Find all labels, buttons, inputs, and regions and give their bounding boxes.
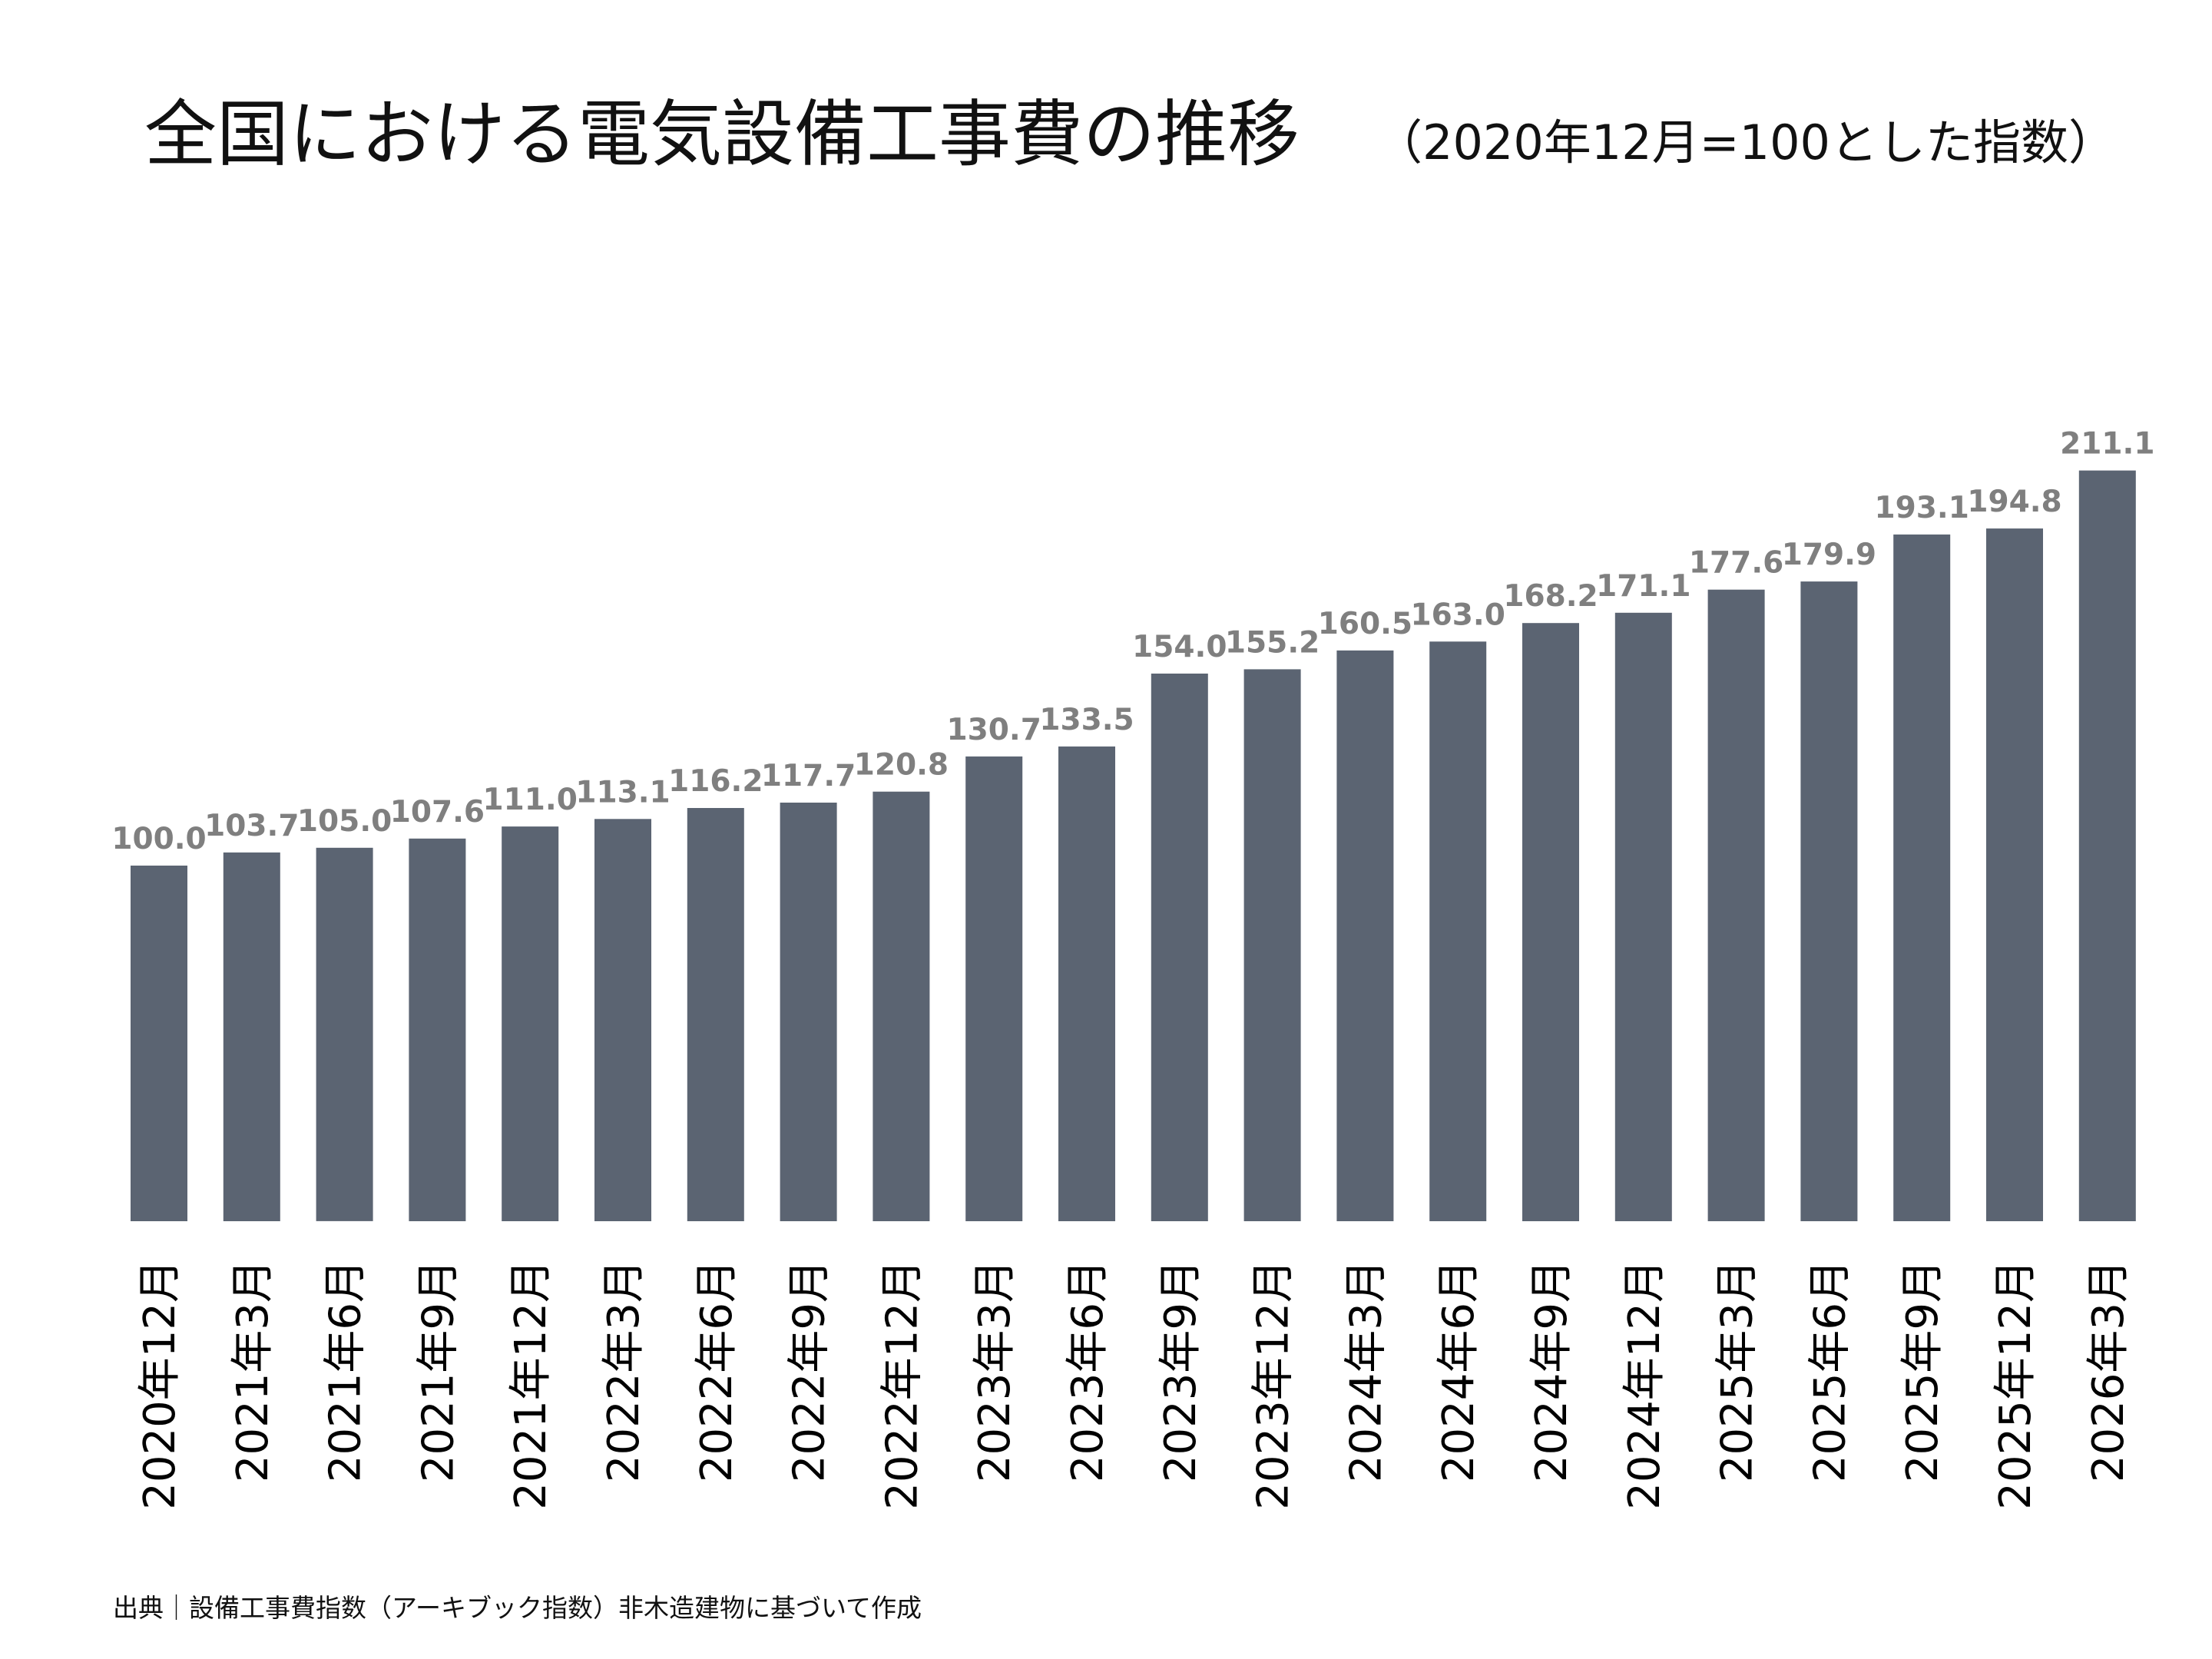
bar-14 xyxy=(1429,641,1487,1221)
category-label-9: 2023年3月 xyxy=(970,1260,1020,1482)
value-label-18: 179.9 xyxy=(1782,538,1876,572)
value-label-8: 120.8 xyxy=(854,748,949,783)
bar-0 xyxy=(131,866,187,1221)
value-label-3: 107.6 xyxy=(390,795,485,830)
value-label-9: 130.7 xyxy=(947,713,1041,747)
category-label-2: 2021年6月 xyxy=(321,1260,371,1482)
value-label-11: 154.0 xyxy=(1132,630,1227,664)
value-label-21: 211.1 xyxy=(2060,427,2154,462)
category-label-1: 2021年3月 xyxy=(228,1260,278,1482)
category-label-21: 2026年3月 xyxy=(2084,1260,2134,1482)
bar-21 xyxy=(2078,470,2136,1221)
bars-group xyxy=(131,470,2136,1221)
bar-8 xyxy=(873,791,930,1221)
value-label-17: 177.6 xyxy=(1689,546,1783,581)
bar-2 xyxy=(316,847,373,1221)
value-label-14: 163.0 xyxy=(1411,598,1505,632)
category-label-13: 2024年3月 xyxy=(1341,1260,1391,1482)
value-label-2: 105.0 xyxy=(297,804,392,839)
value-labels-group: 100.0103.7105.0107.6111.0113.1116.2117.7… xyxy=(111,427,2154,856)
category-label-16: 2024年12月 xyxy=(1620,1260,1670,1510)
category-label-17: 2025年3月 xyxy=(1713,1260,1763,1482)
bar-1 xyxy=(223,852,280,1221)
value-label-10: 133.5 xyxy=(1039,703,1134,737)
value-label-7: 117.7 xyxy=(761,759,856,793)
bar-11 xyxy=(1151,674,1208,1221)
value-label-12: 155.2 xyxy=(1225,625,1320,660)
value-label-19: 193.1 xyxy=(1875,491,1969,525)
value-label-4: 111.0 xyxy=(483,783,578,817)
chart-title: 全国における電気設備工事費の推移 xyxy=(144,93,1300,177)
bar-7 xyxy=(780,803,837,1221)
bar-19 xyxy=(1893,534,1951,1221)
value-label-20: 194.8 xyxy=(1967,485,2061,519)
value-label-15: 168.2 xyxy=(1503,579,1598,614)
bar-20 xyxy=(1986,528,2043,1221)
category-labels-group: 2020年12月 2021年3月 2021年6月 2021年9月 2021年12月 202… xyxy=(135,1260,2134,1510)
value-label-1: 103.7 xyxy=(204,809,299,843)
category-label-5: 2022年3月 xyxy=(599,1260,649,1482)
bar-9 xyxy=(965,756,1023,1221)
category-label-3: 2021年9月 xyxy=(413,1260,463,1482)
category-label-18: 2025年6月 xyxy=(1805,1260,1855,1482)
bar-12 xyxy=(1243,669,1301,1221)
value-label-0: 100.0 xyxy=(111,822,206,856)
source-note: 出典｜設備工事費指数（アーキブック指数）非木造建物に基づいて作成 xyxy=(113,1593,922,1623)
value-label-13: 160.5 xyxy=(1318,607,1412,641)
category-label-11: 2023年9月 xyxy=(1156,1260,1206,1482)
value-label-16: 171.1 xyxy=(1596,569,1690,604)
bar-17 xyxy=(1707,589,1765,1221)
category-label-20: 2025年12月 xyxy=(1991,1260,2041,1510)
category-label-19: 2025年9月 xyxy=(1898,1260,1948,1482)
bar-3 xyxy=(409,838,466,1221)
category-label-0: 2020年12月 xyxy=(135,1260,185,1510)
bar-4 xyxy=(502,826,559,1221)
bar-5 xyxy=(594,819,651,1221)
category-label-10: 2023年6月 xyxy=(1063,1260,1113,1482)
bar-13 xyxy=(1336,650,1394,1221)
category-label-7: 2022年9月 xyxy=(785,1260,835,1482)
bar-10 xyxy=(1058,746,1115,1221)
category-label-12: 2023年12月 xyxy=(1249,1260,1299,1510)
category-label-6: 2022年6月 xyxy=(692,1260,742,1482)
category-label-15: 2024年9月 xyxy=(1527,1260,1577,1482)
chart-subtitle: （2020年12月=100とした指数） xyxy=(1375,114,2116,171)
category-label-4: 2021年12月 xyxy=(506,1260,556,1510)
value-label-5: 113.1 xyxy=(575,775,670,810)
value-label-6: 116.2 xyxy=(668,764,763,799)
category-label-14: 2024年6月 xyxy=(1434,1260,1484,1482)
bar-15 xyxy=(1522,623,1579,1221)
bar-6 xyxy=(687,808,744,1221)
category-label-8: 2022年12月 xyxy=(877,1260,927,1510)
bar-18 xyxy=(1800,581,1858,1221)
bar-16 xyxy=(1614,612,1672,1221)
